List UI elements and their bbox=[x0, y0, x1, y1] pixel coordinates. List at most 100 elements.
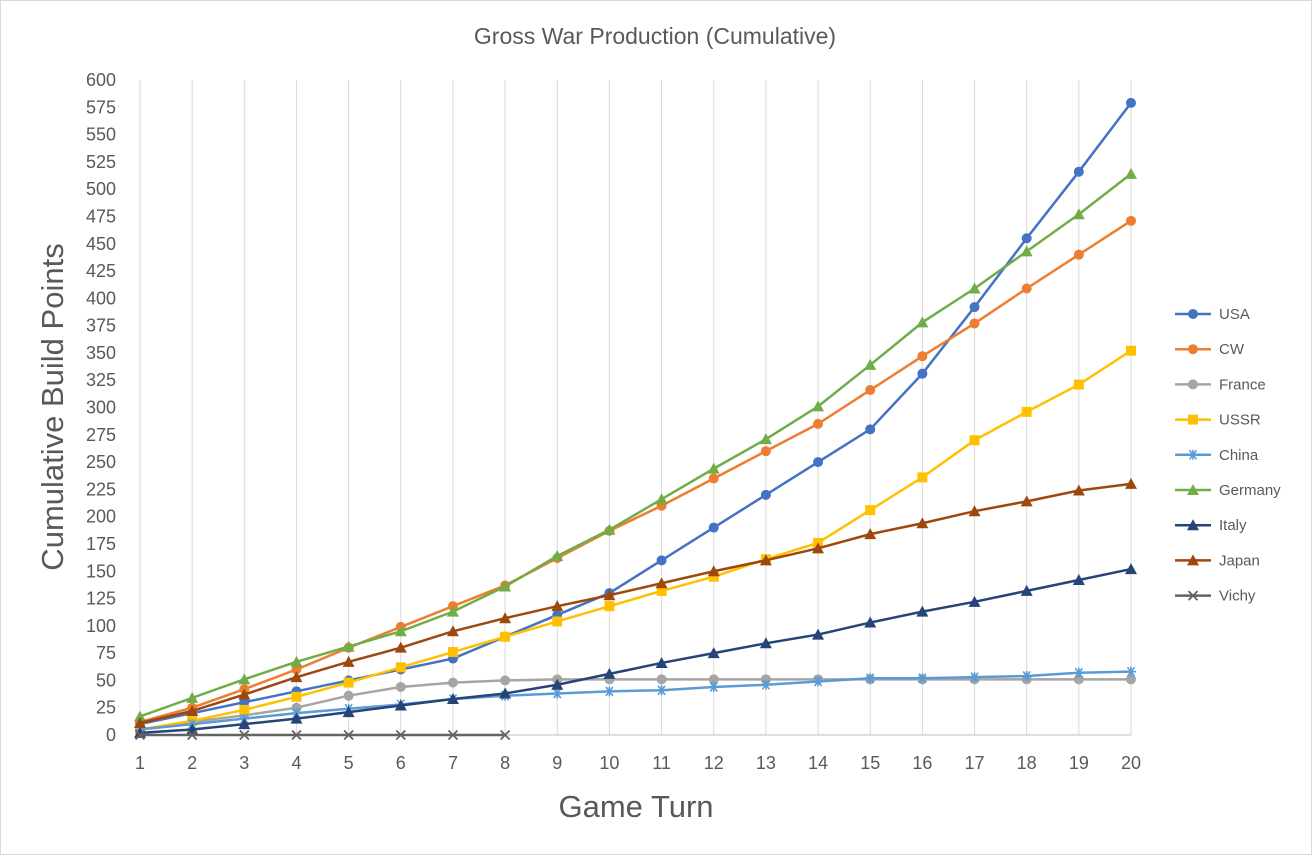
data-point-japan bbox=[603, 589, 616, 601]
data-point-china bbox=[760, 679, 771, 690]
data-point-usa bbox=[917, 368, 928, 379]
data-point-ussr bbox=[343, 677, 354, 688]
y-tick-label: 525 bbox=[86, 152, 116, 172]
y-tick-label: 75 bbox=[96, 643, 116, 663]
y-tick-label: 575 bbox=[86, 97, 116, 117]
data-point-china bbox=[656, 685, 667, 696]
legend-label: USSR bbox=[1219, 412, 1261, 429]
series-vichy bbox=[134, 729, 511, 741]
y-tick-label: 475 bbox=[86, 206, 116, 226]
data-point-vichy bbox=[291, 729, 302, 741]
data-point-usa bbox=[865, 424, 876, 435]
series-group bbox=[134, 97, 1137, 741]
data-point-germany bbox=[916, 316, 929, 328]
y-tick-label: 425 bbox=[86, 261, 116, 281]
data-point-germany bbox=[864, 358, 877, 370]
data-point-germany bbox=[446, 605, 459, 617]
data-point-italy bbox=[551, 678, 564, 690]
data-point-china bbox=[813, 676, 824, 687]
y-tick-label: 25 bbox=[96, 698, 116, 718]
data-point-france bbox=[708, 674, 719, 685]
x-axis-ticks: 1 2 3 4 5 6 7 8 9 10 11 12 13 14 15 16 17 18 19 20 bbox=[135, 753, 1141, 773]
data-point-japan bbox=[864, 528, 877, 540]
data-point-germany bbox=[186, 691, 199, 703]
data-point-japan bbox=[186, 704, 199, 716]
data-point-france bbox=[656, 674, 667, 685]
data-point-ussr bbox=[1021, 406, 1032, 417]
y-tick-label: 275 bbox=[86, 425, 116, 445]
data-point-ussr bbox=[604, 601, 615, 612]
x-tick-label: 7 bbox=[448, 753, 458, 773]
legend-item-japan: Japan bbox=[1175, 552, 1260, 569]
data-point-france bbox=[447, 677, 458, 688]
y-tick-label: 300 bbox=[86, 398, 116, 418]
y-tick-label: 550 bbox=[86, 125, 116, 145]
data-point-japan bbox=[290, 671, 303, 683]
data-point-ussr bbox=[708, 571, 719, 582]
series-line-germany bbox=[139, 172, 1132, 718]
data-point-italy bbox=[812, 628, 825, 640]
data-point-italy bbox=[1125, 563, 1137, 575]
data-point-japan bbox=[916, 517, 929, 529]
data-point-vichy bbox=[239, 729, 250, 741]
y-tick-label: 150 bbox=[86, 561, 116, 581]
data-point-germany bbox=[603, 523, 616, 535]
x-tick-label: 14 bbox=[808, 753, 828, 773]
data-point-germany bbox=[1125, 167, 1137, 179]
data-point-japan bbox=[655, 577, 668, 589]
y-tick-label: 600 bbox=[86, 70, 116, 90]
y-axis-title: Cumulative Build Points bbox=[35, 243, 70, 570]
data-point-japan bbox=[968, 505, 981, 517]
data-point-germany bbox=[968, 282, 981, 294]
data-point-germany bbox=[1020, 245, 1033, 257]
series-line-italy bbox=[139, 567, 1132, 735]
y-tick-label: 225 bbox=[86, 479, 116, 499]
data-point-germany bbox=[551, 549, 564, 561]
data-point-germany bbox=[238, 673, 251, 685]
data-point-italy bbox=[1072, 573, 1085, 585]
y-tick-label: 200 bbox=[86, 507, 116, 527]
data-point-italy bbox=[499, 687, 512, 699]
data-point-usa bbox=[1126, 97, 1136, 108]
data-point-china bbox=[917, 673, 928, 684]
data-point-cw bbox=[708, 473, 719, 484]
gridlines bbox=[139, 80, 1132, 735]
y-tick-label: 500 bbox=[86, 179, 116, 199]
data-point-ussr bbox=[291, 691, 302, 702]
data-point-japan bbox=[446, 625, 459, 637]
data-point-japan bbox=[551, 600, 564, 612]
data-point-cw bbox=[1021, 283, 1032, 294]
data-point-japan bbox=[759, 554, 772, 566]
data-point-ussr bbox=[500, 631, 511, 642]
y-tick-label: 450 bbox=[86, 234, 116, 254]
data-point-cw bbox=[865, 385, 876, 396]
chart-title: Gross War Production (Cumulative) bbox=[474, 23, 836, 49]
data-point-france bbox=[1126, 674, 1136, 685]
data-point-germany bbox=[707, 462, 720, 474]
data-point-italy bbox=[916, 605, 929, 617]
legend-label: USA bbox=[1219, 306, 1250, 323]
series-germany bbox=[134, 167, 1137, 722]
data-point-germany bbox=[499, 580, 512, 592]
data-point-japan bbox=[499, 612, 512, 624]
data-point-vichy bbox=[134, 729, 146, 741]
x-tick-label: 5 bbox=[344, 753, 354, 773]
data-point-usa bbox=[1073, 166, 1084, 177]
data-point-ussr bbox=[917, 472, 928, 483]
data-point-vichy bbox=[187, 729, 198, 741]
legend-marker-france bbox=[1188, 379, 1198, 390]
x-tick-label: 12 bbox=[704, 753, 724, 773]
y-tick-label: 50 bbox=[96, 670, 116, 690]
legend-marker-vichy bbox=[1187, 590, 1199, 601]
data-point-ussr bbox=[1073, 379, 1084, 390]
legend-item-france: France bbox=[1175, 376, 1266, 393]
series-line-china bbox=[139, 670, 1132, 731]
y-tick-label: 400 bbox=[86, 288, 116, 308]
x-tick-label: 15 bbox=[860, 753, 880, 773]
legend-marker-ussr bbox=[1188, 414, 1198, 425]
legend: USA CW France USSR China Germany Italy Japan Vic… bbox=[1175, 306, 1281, 605]
legend-item-china: China bbox=[1175, 447, 1259, 464]
data-point-france bbox=[500, 675, 511, 686]
